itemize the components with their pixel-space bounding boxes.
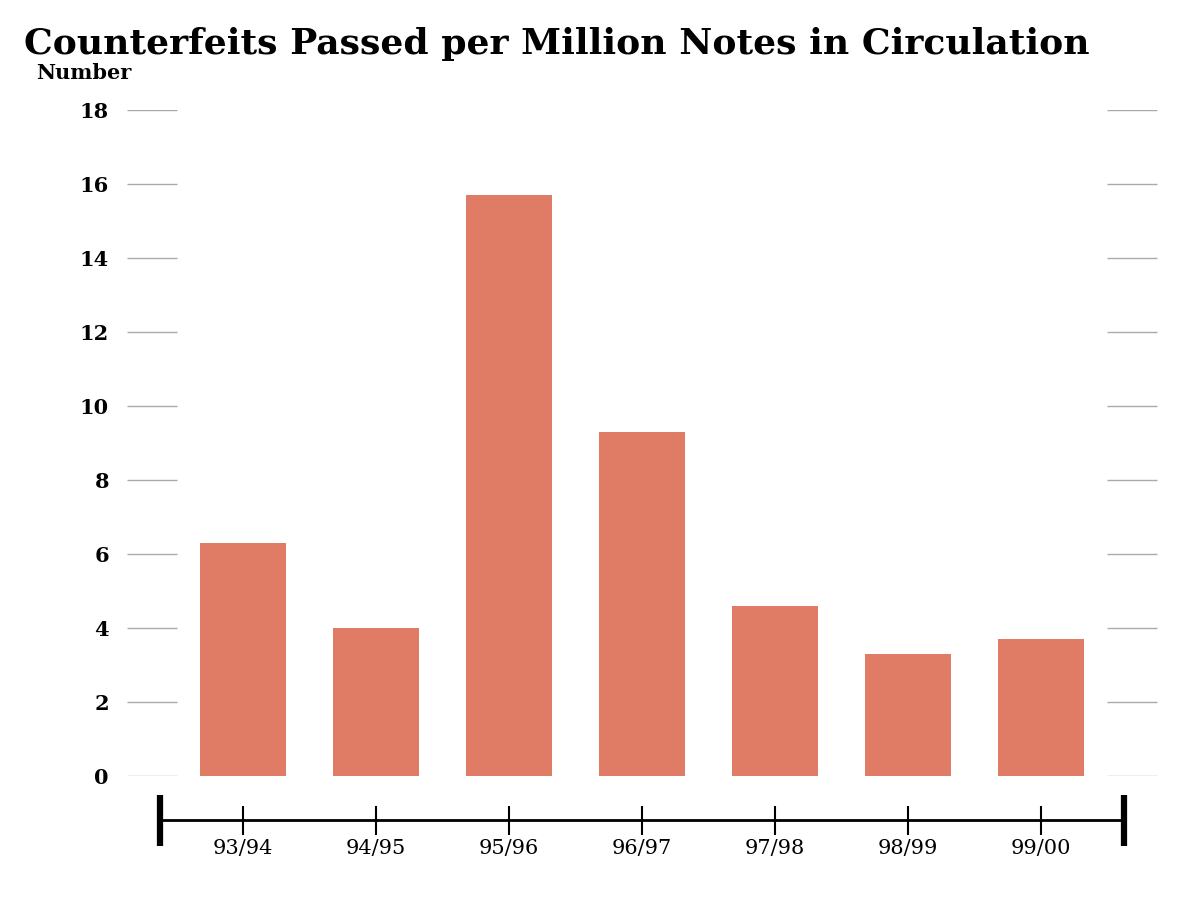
Bar xyxy=(599,432,685,776)
Bar xyxy=(865,654,952,776)
Bar xyxy=(732,605,818,776)
Bar xyxy=(332,628,419,776)
Text: Counterfeits Passed per Million Notes in Circulation: Counterfeits Passed per Million Notes in… xyxy=(24,27,1090,61)
Bar xyxy=(466,194,552,776)
Text: Number: Number xyxy=(36,63,132,83)
Bar xyxy=(997,639,1085,776)
Bar xyxy=(199,542,287,776)
